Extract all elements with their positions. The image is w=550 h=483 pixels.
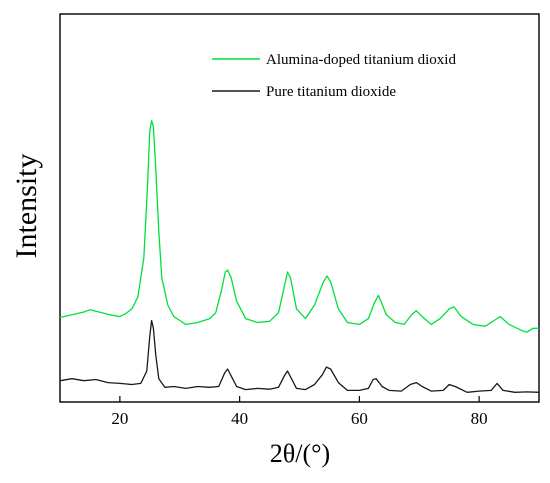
x-tick-label: 40: [231, 409, 248, 428]
series-line-pure: [59, 319, 540, 393]
x-tick-label: 60: [351, 409, 368, 428]
plot-frame: [59, 13, 540, 403]
x-tick-label: 80: [471, 409, 488, 428]
y-axis-title: Intensity: [10, 154, 43, 259]
legend-label-alumina: Alumina-doped titanium dioxid: [266, 52, 456, 68]
series-layer: [59, 120, 540, 393]
legend: Alumina-doped titanium dioxid Pure titan…: [212, 52, 456, 100]
x-tick-label: 20: [111, 409, 128, 428]
x-axis-title: 2θ/(°): [270, 439, 330, 468]
series-line-alumina: [59, 120, 539, 333]
legend-label-pure: Pure titanium dioxide: [266, 84, 396, 100]
x-ticks: 20 40 60 80: [111, 396, 488, 428]
